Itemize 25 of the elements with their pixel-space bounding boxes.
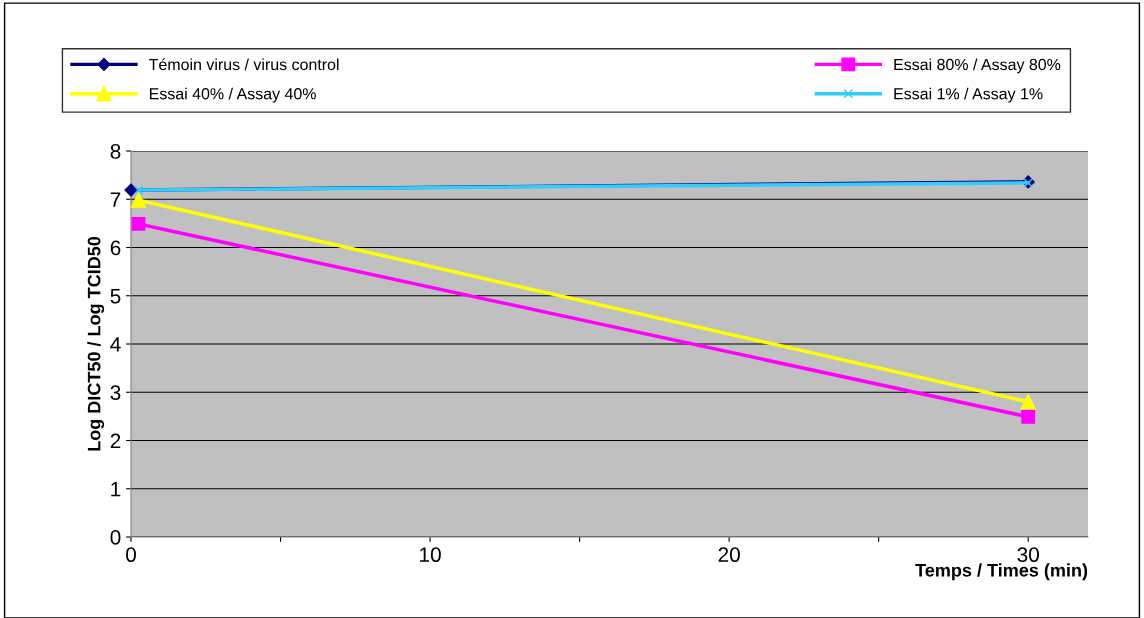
point: [124, 183, 138, 197]
x-tick-label: 20: [718, 547, 740, 563]
y-axis-title: Log DICT50 / Log TCID50: [87, 236, 105, 451]
y-tick-label: 2: [110, 433, 121, 449]
y-tick-label: 5: [110, 288, 121, 304]
x-axis-title: Temps / Times (min): [915, 563, 1088, 581]
y-tick-label: 0: [110, 530, 121, 545]
x-tick-label: 30: [1017, 547, 1039, 563]
point: [131, 216, 146, 231]
y-tick-label: 8: [110, 144, 121, 159]
y-tick-label: 4: [110, 337, 121, 352]
legend-label: Essai 1% / Assay 1%: [894, 87, 1043, 103]
x-tick-label: 10: [420, 547, 441, 563]
point: [1020, 394, 1036, 410]
y-tick-label: 3: [110, 385, 121, 400]
y-tick-label: 7: [110, 192, 121, 207]
legend-label: Essai 40% / Assay 40%: [149, 87, 316, 103]
y-tick-label: 1: [111, 481, 121, 497]
legend-label: Témoin virus / virus control: [149, 58, 339, 71]
legend-label: Essai 80% / Assay 80%: [894, 58, 1061, 74]
point: [130, 192, 147, 208]
x-tick-label: 0: [126, 547, 136, 563]
y-tick-label: 6: [110, 240, 121, 256]
point: [1021, 409, 1036, 424]
point: [133, 185, 144, 195]
